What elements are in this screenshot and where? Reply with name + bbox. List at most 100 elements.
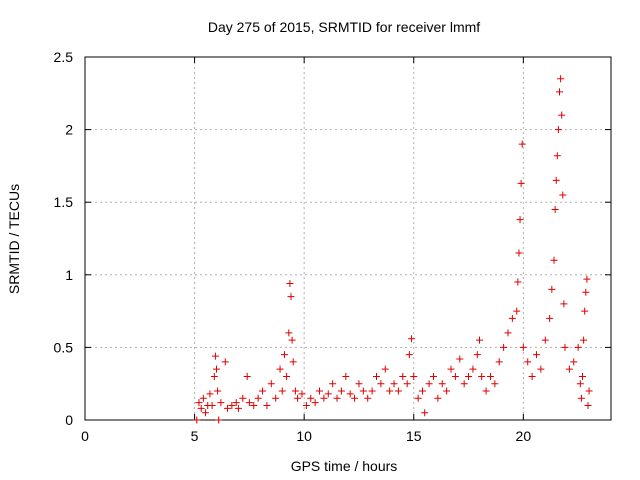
data-point — [280, 351, 288, 359]
data-point — [438, 380, 446, 388]
data-point — [473, 351, 481, 359]
data-point — [451, 372, 459, 380]
data-point — [368, 387, 376, 395]
data-point — [214, 387, 222, 395]
data-point — [311, 399, 319, 407]
data-point — [267, 380, 275, 388]
data-point — [551, 205, 559, 213]
data-point — [234, 404, 242, 412]
data-point — [552, 176, 560, 184]
data-point — [221, 358, 229, 366]
data-point — [399, 372, 407, 380]
data-point — [272, 394, 280, 402]
data-point — [460, 380, 468, 388]
plot-frame — [84, 56, 612, 421]
x-tick-label: 5 — [191, 428, 199, 444]
data-point — [302, 401, 310, 409]
x-axis-label: GPS time / hours — [291, 458, 398, 474]
data-point — [254, 394, 262, 402]
data-point — [390, 380, 398, 388]
data-point — [585, 387, 593, 395]
data-point — [215, 416, 223, 424]
data-point — [515, 249, 523, 257]
data-point — [541, 336, 549, 344]
data-point — [276, 365, 284, 373]
data-point — [434, 394, 442, 402]
data-point — [414, 394, 422, 402]
data-point — [333, 394, 341, 402]
data-point — [486, 372, 494, 380]
data-point — [570, 358, 578, 366]
data-point — [287, 293, 295, 301]
data-point — [476, 336, 483, 344]
data-point — [223, 404, 231, 412]
data-point — [307, 394, 315, 402]
data-point — [377, 380, 385, 388]
data-point — [197, 404, 205, 412]
y-tick-label: 1 — [65, 267, 73, 283]
data-point — [381, 365, 389, 373]
data-point — [288, 336, 296, 344]
data-point — [546, 314, 554, 322]
grid — [85, 57, 611, 420]
data-point — [283, 372, 291, 380]
data-point — [263, 401, 271, 409]
data-point — [355, 380, 363, 388]
data-point — [213, 365, 220, 373]
data-point — [202, 409, 210, 417]
data-point — [478, 372, 486, 380]
data-point — [561, 343, 569, 351]
data-point — [456, 355, 464, 363]
data-point — [364, 394, 372, 402]
data-point — [447, 365, 455, 373]
data-point — [429, 372, 437, 380]
data-point — [425, 380, 433, 388]
data-point — [557, 75, 565, 83]
data-point — [243, 372, 251, 380]
data-point — [482, 387, 490, 395]
data-point — [583, 275, 591, 283]
data-point — [211, 352, 219, 360]
data-point — [555, 88, 563, 96]
data-point — [342, 372, 350, 380]
data-point — [250, 401, 258, 409]
data-point — [419, 387, 427, 395]
data-point — [576, 380, 584, 388]
data-point — [291, 387, 299, 395]
data-point — [582, 288, 590, 296]
data-point — [346, 390, 354, 398]
data-point — [232, 399, 240, 407]
data-point — [513, 307, 521, 315]
data-point — [554, 126, 562, 134]
data-point — [316, 387, 324, 395]
data-point — [443, 387, 451, 395]
x-tick-label: 15 — [406, 428, 422, 444]
data-point — [208, 401, 216, 409]
data-point — [517, 179, 525, 187]
data-point — [372, 372, 380, 380]
data-point — [199, 394, 207, 402]
data-point — [294, 394, 302, 402]
data-point — [560, 300, 568, 308]
data-point — [548, 285, 556, 293]
data-point — [508, 314, 516, 322]
data-point — [584, 401, 592, 409]
data-point — [550, 256, 558, 264]
x-tick-label: 10 — [296, 428, 312, 444]
y-tick-label: 0.5 — [54, 339, 74, 355]
data-point — [206, 390, 214, 398]
data-point — [558, 111, 566, 119]
data-point — [405, 351, 413, 359]
y-axis-label: SRMTID / TECUs — [6, 184, 22, 294]
data-point — [410, 372, 418, 380]
data-point — [469, 365, 477, 373]
data-point — [359, 387, 367, 395]
data-point — [500, 343, 508, 351]
x-tick-label: 20 — [516, 428, 532, 444]
data-point — [528, 372, 536, 380]
data-point — [504, 329, 512, 337]
data-point — [351, 394, 359, 402]
data-point — [217, 399, 225, 407]
